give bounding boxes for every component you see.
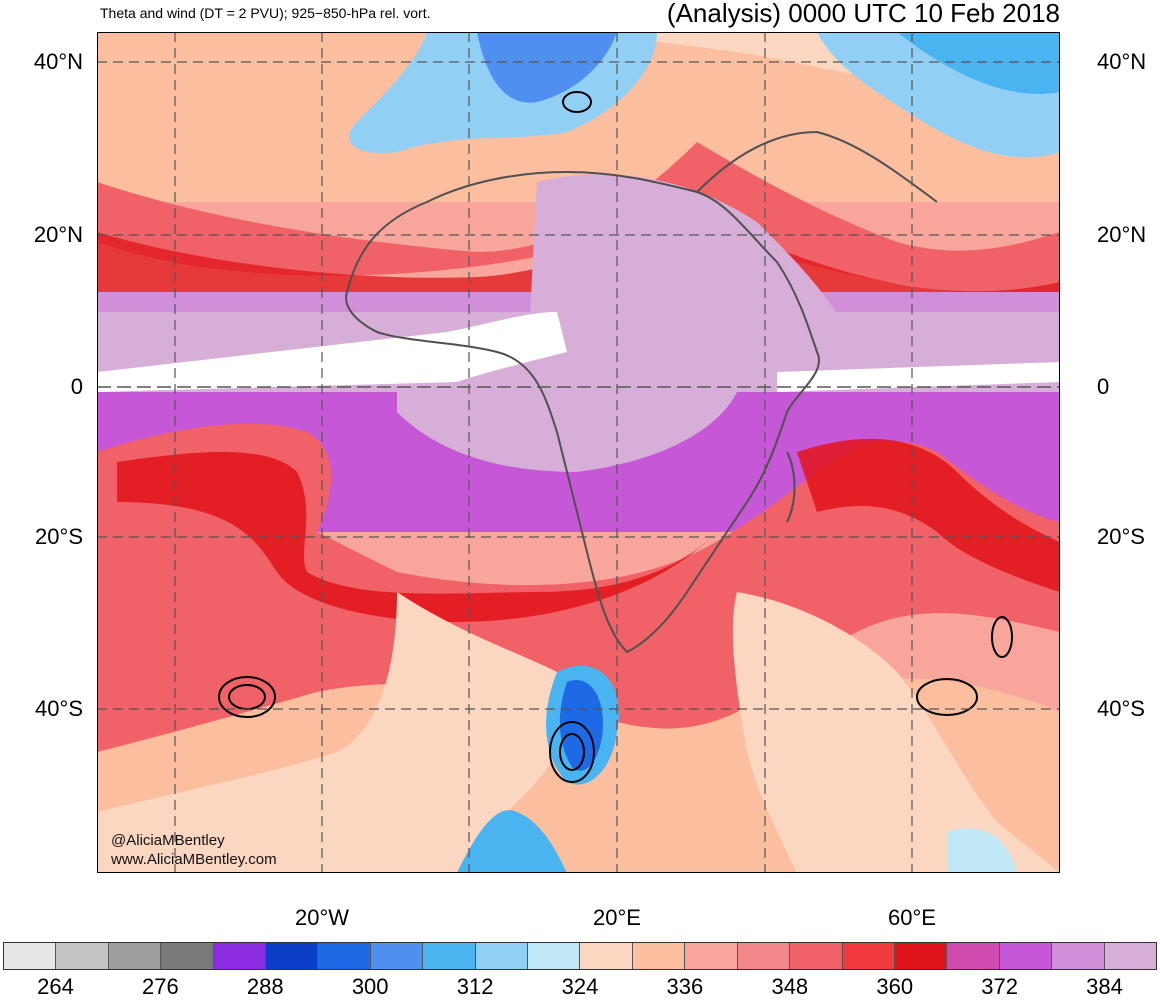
lon-label: 20°E bbox=[593, 905, 641, 930]
colorbar-swatch bbox=[790, 943, 843, 969]
colorbar-swatch bbox=[737, 943, 791, 969]
colorbar-swatch bbox=[999, 943, 1053, 969]
madagascar-outline bbox=[786, 451, 796, 523]
lat-label-left: 0 bbox=[70, 374, 83, 399]
colorbar-label: 276 bbox=[142, 974, 179, 999]
lat-label-right: 20°N bbox=[1097, 222, 1147, 247]
colorbar-swatch bbox=[56, 943, 109, 969]
cold-core-northeast bbox=[897, 32, 1060, 94]
colorbar-swatch bbox=[475, 943, 529, 969]
colorbar-label: 312 bbox=[456, 974, 494, 999]
colorbar-label: 348 bbox=[771, 974, 809, 999]
cool-south-atlantic bbox=[97, 592, 567, 873]
warm-core-southwest bbox=[117, 452, 717, 622]
lon-label: 20°W bbox=[294, 905, 350, 930]
sahara-lilac bbox=[527, 174, 857, 392]
south-atlantic-lilac bbox=[397, 392, 737, 472]
colorbar-label: 300 bbox=[351, 974, 389, 999]
analysis-time-title: (Analysis) 0000 UTC 10 Feb 2018 bbox=[666, 0, 1060, 28]
colorbar-swatch bbox=[894, 943, 948, 969]
colorbar-swatch bbox=[632, 943, 686, 969]
colorbar-label: 324 bbox=[561, 974, 599, 999]
colorbar-swatch bbox=[947, 943, 1000, 969]
colorbar-label: 336 bbox=[666, 974, 704, 999]
colorbar-swatch bbox=[161, 943, 214, 969]
colorbar-swatch bbox=[1104, 943, 1156, 969]
vortex-contour bbox=[218, 676, 276, 718]
vortex-contour bbox=[562, 91, 592, 113]
lon-label: 60°E bbox=[888, 905, 936, 930]
colorbar-swatch bbox=[685, 943, 738, 969]
lat-label-left: 20°N bbox=[33, 222, 83, 247]
colorbar-swatch bbox=[266, 943, 319, 969]
cold-pool-south bbox=[457, 810, 567, 873]
equatorial-gap-east bbox=[777, 362, 1060, 392]
colorbar-swatch bbox=[1052, 943, 1105, 969]
colorbar-swatch bbox=[213, 943, 267, 969]
lat-label-left: 40°N bbox=[33, 49, 83, 74]
colorbar-swatch bbox=[370, 943, 424, 969]
colorbar-swatch bbox=[528, 943, 581, 969]
theta-field-map bbox=[97, 31, 1060, 873]
cool-south-indian bbox=[732, 592, 1060, 873]
map-title: Theta and wind (DT = 2 PVU); 925−850-hPa… bbox=[100, 5, 431, 21]
graticule bbox=[97, 32, 1060, 873]
colorbar-swatch bbox=[423, 943, 476, 969]
colorbar-swatch bbox=[4, 943, 57, 969]
theta-colorbar bbox=[3, 942, 1157, 970]
vortex-contour bbox=[991, 616, 1013, 658]
africa-outline bbox=[345, 170, 820, 654]
colorbar-label: 372 bbox=[981, 974, 1018, 999]
warm-core-southeast bbox=[797, 438, 1060, 592]
credit-handle: @AliciaMBentley bbox=[111, 832, 225, 849]
lat-label-right: 20°S bbox=[1097, 524, 1145, 549]
vortex-contour bbox=[559, 733, 585, 771]
cold-core-north bbox=[477, 32, 617, 103]
vortex-contour bbox=[549, 721, 595, 783]
arabia-outline bbox=[696, 130, 938, 203]
vortex-contour bbox=[916, 678, 978, 716]
colorbar-label: 360 bbox=[876, 974, 914, 999]
colorbar-swatch bbox=[842, 943, 895, 969]
colorbar-swatch bbox=[108, 943, 162, 969]
cool-pool-southeast bbox=[947, 828, 1017, 873]
lat-label-left: 20°S bbox=[35, 524, 83, 549]
credit-website: www.AliciaMBentley.com bbox=[111, 851, 277, 868]
lat-label-right: 40°N bbox=[1097, 49, 1147, 74]
colorbar-swatch bbox=[318, 943, 371, 969]
colorbar-label: 288 bbox=[246, 974, 284, 999]
lat-label-right: 40°S bbox=[1097, 696, 1145, 721]
colorbar-label: 384 bbox=[1086, 974, 1123, 999]
equatorial-gap-west bbox=[97, 312, 567, 392]
warm-band-north bbox=[97, 142, 1060, 295]
theta-region-cool-north bbox=[97, 31, 1060, 94]
lat-label-left: 40°S bbox=[35, 696, 83, 721]
colorbar-swatch bbox=[580, 943, 633, 969]
weather-map bbox=[97, 31, 1060, 873]
map-frame bbox=[97, 32, 1060, 873]
lat-label-right: 0 bbox=[1097, 374, 1110, 399]
colorbar-label: 264 bbox=[37, 974, 74, 999]
